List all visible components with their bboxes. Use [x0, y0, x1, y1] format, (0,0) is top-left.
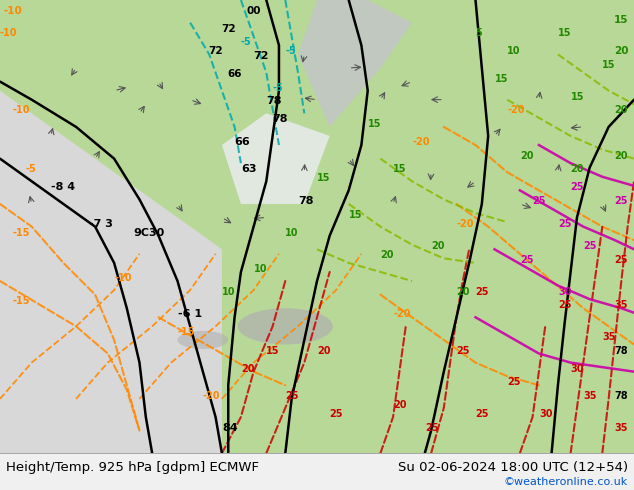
- Text: -20: -20: [393, 309, 411, 319]
- Text: 15: 15: [393, 164, 406, 174]
- Text: 15: 15: [368, 119, 381, 129]
- Text: 25: 25: [558, 219, 571, 229]
- Text: 72: 72: [221, 24, 236, 34]
- Text: -5: -5: [241, 37, 252, 48]
- Text: 25: 25: [425, 422, 438, 433]
- Text: 00: 00: [247, 5, 261, 16]
- Text: 35: 35: [602, 332, 616, 342]
- Text: 15: 15: [317, 173, 330, 183]
- Text: -20: -20: [456, 219, 474, 229]
- Text: 20: 20: [380, 250, 394, 260]
- Text: 30: 30: [539, 409, 552, 419]
- Text: 15: 15: [495, 74, 508, 84]
- Text: 25: 25: [330, 409, 343, 419]
- Text: -10: -10: [114, 273, 132, 283]
- Text: -10: -10: [13, 105, 30, 115]
- Text: -8 4: -8 4: [51, 182, 75, 193]
- Text: 10: 10: [254, 264, 267, 274]
- Text: -20: -20: [203, 391, 221, 401]
- Text: 25: 25: [520, 255, 533, 265]
- Text: 20: 20: [520, 150, 533, 161]
- Text: 72: 72: [254, 51, 269, 61]
- Text: 10: 10: [222, 287, 235, 296]
- Text: 30: 30: [571, 364, 584, 374]
- Text: 25: 25: [614, 196, 628, 206]
- Text: 25: 25: [614, 255, 628, 265]
- Text: 25: 25: [533, 196, 546, 206]
- Text: -10: -10: [3, 5, 22, 16]
- Text: -5: -5: [25, 164, 36, 174]
- Text: 63: 63: [241, 164, 256, 174]
- Text: 78: 78: [298, 196, 313, 206]
- Polygon shape: [298, 0, 412, 127]
- Text: 15: 15: [558, 28, 571, 38]
- Text: 20: 20: [241, 364, 254, 374]
- Text: -6 1: -6 1: [178, 309, 202, 319]
- Text: ©weatheronline.co.uk: ©weatheronline.co.uk: [503, 477, 628, 487]
- Ellipse shape: [178, 331, 228, 349]
- Text: 25: 25: [456, 345, 470, 356]
- Text: 30: 30: [558, 287, 571, 296]
- Text: 15: 15: [266, 345, 280, 356]
- Text: 25: 25: [476, 287, 489, 296]
- Text: 20: 20: [317, 345, 330, 356]
- Ellipse shape: [238, 308, 333, 344]
- Polygon shape: [0, 91, 222, 453]
- Text: 20: 20: [431, 241, 444, 251]
- Text: 15: 15: [349, 210, 362, 220]
- Text: 66: 66: [228, 69, 242, 79]
- Text: 15: 15: [571, 92, 584, 102]
- Text: 84: 84: [222, 422, 238, 433]
- Text: 20: 20: [614, 105, 628, 115]
- Text: 25: 25: [285, 391, 299, 401]
- Text: -7 3: -7 3: [89, 219, 113, 229]
- Text: 20: 20: [614, 47, 628, 56]
- Text: 9C30: 9C30: [133, 228, 164, 238]
- Text: 10: 10: [507, 47, 521, 56]
- Text: 10: 10: [285, 228, 299, 238]
- Text: 20: 20: [393, 400, 406, 410]
- Text: 15: 15: [602, 60, 616, 70]
- Text: -20: -20: [412, 137, 430, 147]
- Text: -10: -10: [0, 28, 18, 38]
- Text: 25: 25: [558, 300, 571, 310]
- Text: 35: 35: [583, 391, 597, 401]
- Text: Su 02-06-2024 18:00 UTC (12+54): Su 02-06-2024 18:00 UTC (12+54): [398, 462, 628, 474]
- Text: 78: 78: [266, 96, 281, 106]
- Text: 78: 78: [614, 345, 628, 356]
- Text: 15: 15: [614, 15, 628, 24]
- Text: 78: 78: [614, 391, 628, 401]
- Text: 78: 78: [273, 114, 288, 124]
- Text: 5: 5: [476, 28, 482, 38]
- Text: 25: 25: [476, 409, 489, 419]
- Text: 20: 20: [456, 287, 470, 296]
- Text: 35: 35: [614, 422, 628, 433]
- Text: 35: 35: [614, 300, 628, 310]
- Text: 25: 25: [571, 182, 584, 193]
- Text: 66: 66: [235, 137, 250, 147]
- Polygon shape: [222, 113, 330, 204]
- Text: -15: -15: [13, 228, 30, 238]
- Text: 72: 72: [208, 47, 223, 56]
- Text: -5: -5: [285, 47, 296, 56]
- Text: -5: -5: [273, 83, 283, 93]
- Text: -15: -15: [178, 327, 195, 338]
- Text: -20: -20: [507, 105, 525, 115]
- Text: 25: 25: [583, 241, 597, 251]
- Text: 20: 20: [614, 150, 628, 161]
- Text: Height/Temp. 925 hPa [gdpm] ECMWF: Height/Temp. 925 hPa [gdpm] ECMWF: [6, 462, 259, 474]
- Text: 20: 20: [571, 164, 584, 174]
- Text: 25: 25: [507, 377, 521, 387]
- Text: -15: -15: [13, 295, 30, 306]
